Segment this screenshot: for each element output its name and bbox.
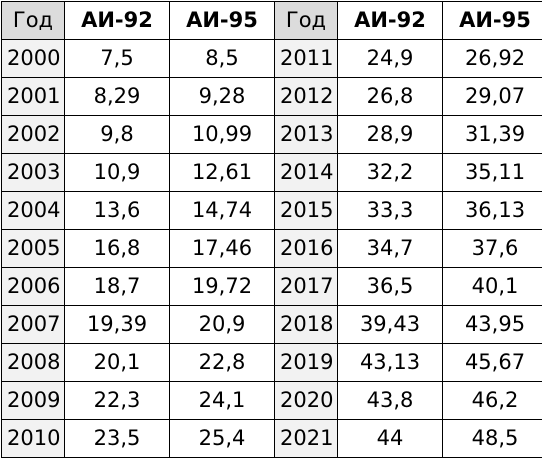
cell-year: 2001 [2,78,65,116]
cell-ai92: 19,39 [65,306,170,344]
cell-ai95: 35,11 [443,154,542,192]
cell-ai95: 19,72 [170,268,275,306]
cell-year: 2002 [2,116,65,154]
cell-ai95: 24,1 [170,382,275,420]
cell-ai92: 26,8 [338,78,443,116]
header-ai92: АИ-92 [65,2,170,40]
cell-ai95: 31,39 [443,116,542,154]
cell-year: 2000 [2,40,65,78]
cell-ai95: 22,8 [170,344,275,382]
cell-ai95: 45,67 [443,344,542,382]
cell-ai95: 9,28 [170,78,275,116]
header-ai95: АИ-95 [443,2,542,40]
cell-year: 2006 [2,268,65,306]
cell-ai95: 26,92 [443,40,542,78]
cell-ai95: 25,4 [170,420,275,458]
cell-ai92: 39,43 [338,306,443,344]
header-ai95: АИ-95 [170,2,275,40]
cell-ai92: 16,8 [65,230,170,268]
cell-year: 2004 [2,192,65,230]
cell-year: 2018 [275,306,338,344]
cell-year: 2021 [275,420,338,458]
cell-year: 2012 [275,78,338,116]
cell-ai95: 8,5 [170,40,275,78]
cell-year: 2016 [275,230,338,268]
cell-ai95: 12,61 [170,154,275,192]
cell-ai92: 9,8 [65,116,170,154]
cell-ai92: 44 [338,420,443,458]
cell-ai92: 18,7 [65,268,170,306]
header-year: Год [275,2,338,40]
cell-ai92: 33,3 [338,192,443,230]
cell-ai92: 7,5 [65,40,170,78]
cell-ai92: 43,8 [338,382,443,420]
cell-ai95: 37,6 [443,230,542,268]
cell-year: 2007 [2,306,65,344]
cell-ai95: 29,07 [443,78,542,116]
cell-year: 2010 [2,420,65,458]
cell-year: 2008 [2,344,65,382]
cell-year: 2014 [275,154,338,192]
cell-ai92: 34,7 [338,230,443,268]
header-year: Год [2,2,65,40]
cell-ai92: 23,5 [65,420,170,458]
cell-year: 2019 [275,344,338,382]
cell-ai92: 36,5 [338,268,443,306]
cell-year: 2005 [2,230,65,268]
cell-ai92: 13,6 [65,192,170,230]
cell-year: 2020 [275,382,338,420]
cell-ai95: 14,74 [170,192,275,230]
cell-ai95: 46,2 [443,382,542,420]
cell-ai92: 28,9 [338,116,443,154]
cell-year: 2003 [2,154,65,192]
cell-ai95: 40,1 [443,268,542,306]
cell-ai95: 43,95 [443,306,542,344]
cell-ai95: 17,46 [170,230,275,268]
cell-year: 2017 [275,268,338,306]
cell-ai92: 20,1 [65,344,170,382]
header-ai92: АИ-92 [338,2,443,40]
cell-ai92: 24,9 [338,40,443,78]
table-header: Год АИ-92 АИ-95 Год АИ-92 АИ-95 [2,2,542,40]
header-row: Год АИ-92 АИ-95 Год АИ-92 АИ-95 [2,2,542,40]
cell-ai92: 43,13 [338,344,443,382]
cell-ai95: 36,13 [443,192,542,230]
cell-ai95: 20,9 [170,306,275,344]
cell-year: 2015 [275,192,338,230]
cell-ai95: 48,5 [443,420,542,458]
cell-ai92: 22,3 [65,382,170,420]
cell-year: 2009 [2,382,65,420]
cell-year: 2013 [275,116,338,154]
cell-ai92: 8,29 [65,78,170,116]
cell-ai95: 10,99 [170,116,275,154]
cell-ai92: 10,9 [65,154,170,192]
cell-ai92: 32,2 [338,154,443,192]
cell-year: 2011 [275,40,338,78]
